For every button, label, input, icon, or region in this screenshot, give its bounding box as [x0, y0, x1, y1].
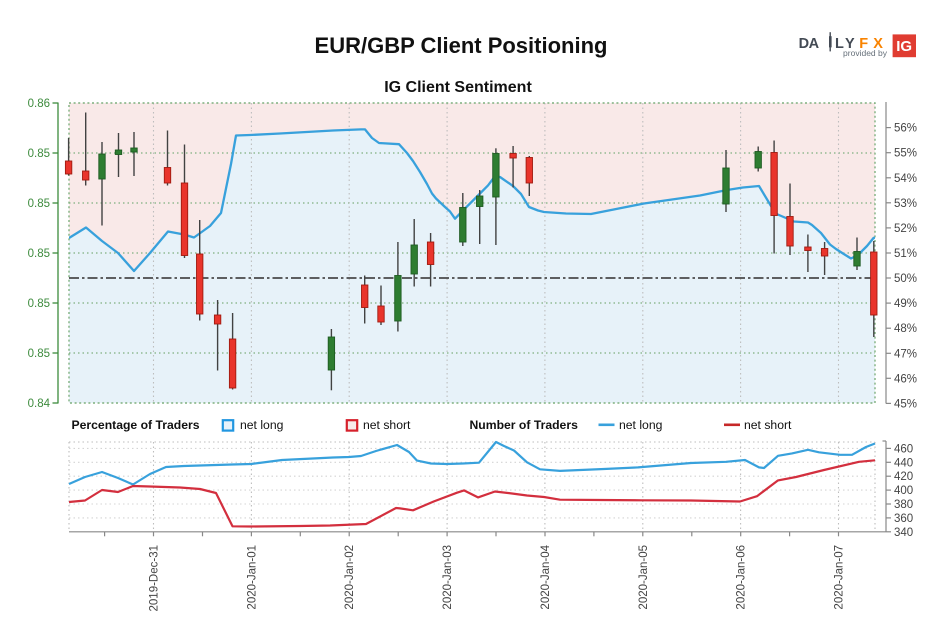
svg-text:45%: 45%	[894, 398, 917, 410]
svg-text:54%: 54%	[894, 173, 917, 185]
svg-text:420: 420	[894, 471, 913, 483]
svg-text:0.85: 0.85	[28, 248, 50, 260]
svg-text:Y: Y	[845, 36, 855, 52]
svg-text:380: 380	[894, 499, 913, 511]
svg-text:0.84: 0.84	[28, 398, 51, 410]
svg-text:2020-Jan-03: 2020-Jan-03	[442, 545, 454, 610]
svg-text:0.85: 0.85	[28, 348, 50, 360]
svg-text:2020-Jan-01: 2020-Jan-01	[246, 545, 258, 610]
svg-text:46%: 46%	[894, 373, 917, 385]
svg-text:net long: net long	[240, 418, 283, 432]
svg-text:0.85: 0.85	[28, 298, 50, 310]
svg-text:EUR/GBP Client Positioning: EUR/GBP Client Positioning	[315, 33, 608, 58]
svg-text:L: L	[835, 36, 844, 52]
svg-text:provided by: provided by	[843, 48, 888, 58]
svg-text:net short: net short	[363, 418, 411, 432]
svg-text:2020-Jan-04: 2020-Jan-04	[540, 544, 552, 609]
svg-text:49%: 49%	[894, 298, 917, 310]
svg-text:47%: 47%	[894, 348, 917, 360]
svg-text:0.85: 0.85	[28, 198, 50, 210]
svg-text:0.86: 0.86	[28, 98, 50, 110]
svg-text:Number of Traders: Number of Traders	[470, 418, 579, 432]
svg-text:F: F	[859, 36, 868, 52]
svg-text:IG: IG	[896, 38, 912, 55]
svg-text:D: D	[799, 36, 809, 52]
svg-text:53%: 53%	[894, 198, 917, 210]
svg-text:A: A	[809, 36, 820, 52]
svg-text:2020-Jan-02: 2020-Jan-02	[344, 545, 356, 610]
svg-text:Percentage of Traders: Percentage of Traders	[72, 418, 200, 432]
svg-text:52%: 52%	[894, 223, 917, 235]
svg-text:0.85: 0.85	[28, 148, 50, 160]
svg-text:55%: 55%	[894, 148, 917, 160]
svg-text:2020-Jan-06: 2020-Jan-06	[736, 545, 748, 610]
svg-text:48%: 48%	[894, 323, 917, 335]
svg-text:net long: net long	[619, 418, 662, 432]
svg-text:2020-Jan-05: 2020-Jan-05	[638, 545, 650, 610]
svg-text:51%: 51%	[894, 248, 917, 260]
svg-text:net short: net short	[744, 418, 792, 432]
svg-text:56%: 56%	[894, 123, 917, 135]
svg-text:50%: 50%	[894, 273, 917, 285]
svg-text:2019-Dec-31: 2019-Dec-31	[149, 545, 161, 611]
svg-text:460: 460	[894, 443, 913, 455]
svg-text:IG Client Sentiment: IG Client Sentiment	[384, 79, 532, 96]
svg-text:360: 360	[894, 513, 913, 525]
svg-text:2020-Jan-07: 2020-Jan-07	[834, 545, 846, 610]
svg-text:X: X	[873, 36, 883, 52]
svg-text:440: 440	[894, 457, 913, 469]
svg-text:340: 340	[894, 527, 913, 539]
svg-text:400: 400	[894, 485, 913, 497]
